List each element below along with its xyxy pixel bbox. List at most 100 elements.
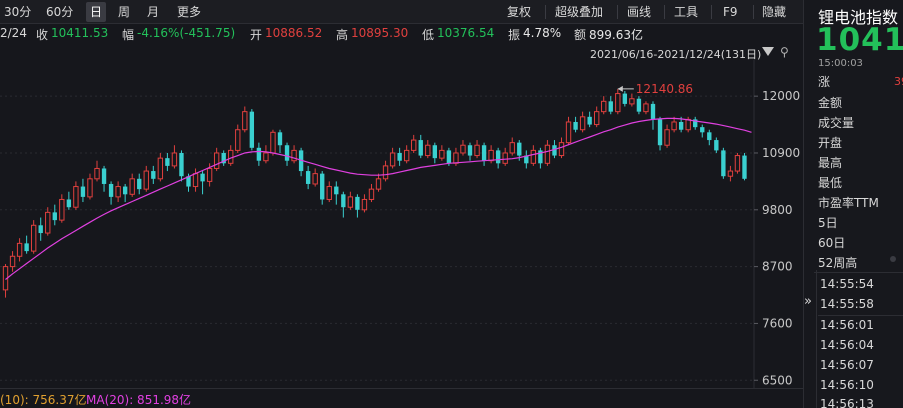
- tab-day[interactable]: 日: [86, 2, 107, 22]
- tools-button[interactable]: 工具: [674, 5, 699, 19]
- candle-down: [221, 152, 226, 164]
- candle-up: [326, 186, 332, 200]
- toolbar-divider: [711, 5, 712, 19]
- hide-button[interactable]: 隐藏: [762, 5, 787, 19]
- high-value: 10895.30: [351, 26, 409, 40]
- amount-label: 额: [574, 28, 587, 42]
- tab-more[interactable]: 更多: [177, 5, 202, 19]
- candle-up: [411, 139, 417, 151]
- candle-down: [622, 93, 628, 104]
- candle-up: [389, 152, 396, 167]
- candle-up: [530, 149, 537, 164]
- candle-down: [587, 116, 592, 125]
- 5day-row-label: 5日: [818, 216, 838, 230]
- candle-down: [517, 142, 522, 156]
- overlay-button[interactable]: 超级叠加: [555, 5, 604, 19]
- candle-down: [657, 119, 663, 146]
- date-label: 2/24: [0, 26, 27, 40]
- candle-down: [186, 176, 191, 187]
- candle-up: [439, 149, 445, 159]
- candle-down: [151, 171, 156, 179]
- max-annotation-label: 12140.86: [636, 82, 693, 96]
- candle-up: [460, 144, 466, 154]
- panel-divider: [814, 272, 903, 273]
- pin-icon[interactable]: ⚲: [780, 45, 789, 59]
- candle-up: [565, 121, 572, 144]
- candle-up: [544, 144, 551, 164]
- y-tick-label: 9800: [762, 203, 793, 217]
- candle-up: [115, 186, 121, 198]
- kline-chart-svg[interactable]: 12000 10900 9800 8700 7600 6500 12140.86: [0, 60, 803, 388]
- candle-down: [320, 173, 325, 200]
- candle-down: [707, 132, 712, 141]
- candle-up: [94, 167, 100, 180]
- candle-up: [502, 152, 508, 164]
- y-tick-label: 8700: [762, 260, 793, 274]
- candle-up: [579, 116, 586, 131]
- candle-up: [685, 118, 691, 131]
- f9-button[interactable]: F9: [723, 5, 738, 19]
- candle-down: [446, 150, 452, 164]
- candle-up: [206, 167, 213, 182]
- candle-down: [495, 150, 501, 164]
- candle-up: [558, 142, 565, 157]
- candle-down: [108, 183, 114, 197]
- open-value: 10886.52: [265, 26, 323, 40]
- candle-down: [467, 145, 473, 156]
- double-chevron-right-icon[interactable]: »: [804, 294, 812, 309]
- candle-up: [143, 170, 149, 190]
- toolbar-divider: [664, 5, 665, 19]
- candle-down: [38, 225, 43, 234]
- candle-down: [341, 194, 346, 208]
- pe-ttm-row-label: 市盈率TTM: [818, 196, 879, 210]
- candle-up: [87, 178, 93, 198]
- low-value: 10376.54: [437, 26, 495, 40]
- candle-down: [524, 155, 529, 164]
- tab-month[interactable]: 月: [147, 5, 160, 19]
- low-label: 低: [422, 28, 435, 42]
- range-dropdown-icon[interactable]: [762, 47, 774, 56]
- toolbar-divider: [617, 5, 618, 19]
- candle-down: [481, 145, 487, 161]
- ohlc-info-bar: 2/24 收 10411.53 幅 -4.16%(-451.75) 开 1088…: [0, 24, 803, 44]
- candle-down: [66, 199, 72, 208]
- low-row-label: 最低: [818, 176, 843, 190]
- candle-up: [228, 149, 234, 164]
- date-range-label: 2021/06/16-2021/12/24(131日): [590, 48, 762, 61]
- tick-time: 14:56:04: [820, 338, 874, 352]
- adjust-button[interactable]: 复权: [507, 5, 532, 19]
- candle-down: [284, 145, 290, 161]
- candle-down: [636, 98, 642, 112]
- candle-down: [700, 127, 705, 133]
- period-toolbar: 30分 60分 日 周 月 更多 复权 超级叠加 画线 工具 F9 隐藏: [0, 0, 803, 24]
- y-tick-label: 6500: [762, 373, 793, 387]
- candle-up: [425, 144, 431, 157]
- scroll-dot-icon: [890, 256, 896, 262]
- candle-up: [615, 93, 621, 113]
- candle-down: [334, 186, 339, 195]
- candle-down: [137, 178, 142, 190]
- candle-down: [678, 121, 684, 130]
- candle-up: [594, 111, 600, 126]
- tab-60min[interactable]: 60分: [46, 5, 74, 19]
- candle-up: [213, 152, 220, 169]
- candle-down: [552, 145, 557, 156]
- candle-up: [291, 149, 297, 162]
- candle-up: [9, 255, 16, 268]
- tab-30min[interactable]: 30分: [4, 5, 32, 19]
- draw-line-button[interactable]: 画线: [627, 5, 652, 19]
- tick-divider: [818, 315, 903, 316]
- candle-up: [403, 149, 410, 162]
- candle-up: [488, 149, 494, 162]
- ma20-volume-label: MA(20): 851.98亿: [86, 393, 192, 407]
- candle-down: [432, 145, 438, 159]
- candle-up: [601, 100, 607, 113]
- candle-down: [538, 150, 543, 164]
- candle-down: [179, 152, 184, 177]
- candle-up: [270, 131, 276, 154]
- tab-week[interactable]: 周: [118, 5, 131, 19]
- candle-down: [122, 186, 128, 195]
- amplitude-value: 4.78%: [523, 26, 562, 40]
- kline-chart[interactable]: 12000 10900 9800 8700 7600 6500 12140.86: [0, 60, 803, 388]
- candle-up: [263, 152, 269, 162]
